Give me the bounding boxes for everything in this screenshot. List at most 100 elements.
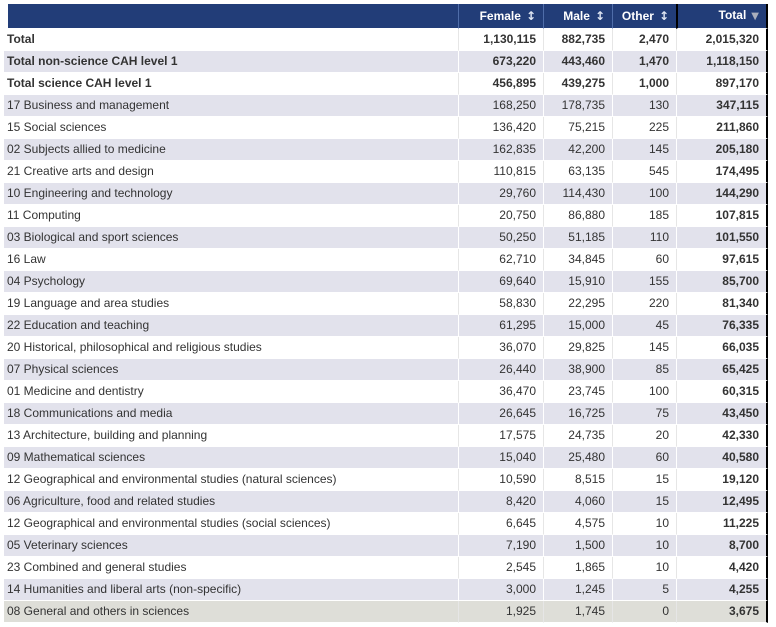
table-row: 09 Mathematical sciences 15,040 25,480 6…	[4, 447, 768, 469]
other-count-cell: 20	[612, 425, 676, 447]
female-count-cell: 6,645	[458, 513, 543, 535]
other-count-cell: 100	[612, 183, 676, 205]
table-row: 20 Historical, philosophical and religio…	[4, 337, 768, 359]
subject-cell: Total science CAH level 1	[4, 73, 458, 95]
other-count-cell: 225	[612, 117, 676, 139]
table-row: 16 Law 62,710 34,845 60 97,615	[4, 249, 768, 271]
total-count-cell: 107,815	[676, 205, 768, 227]
table-row: 10 Engineering and technology 29,760 114…	[4, 183, 768, 205]
female-count-cell: 2,545	[458, 557, 543, 579]
other-count-cell: 145	[612, 139, 676, 161]
total-count-cell: 19,120	[676, 469, 768, 491]
total-count-cell: 12,495	[676, 491, 768, 513]
total-count-cell: 205,180	[676, 139, 768, 161]
other-count-cell: 10	[612, 535, 676, 557]
male-count-cell: 51,185	[543, 227, 612, 249]
male-count-cell: 22,295	[543, 293, 612, 315]
subject-cell: 12 Geographical and environmental studie…	[4, 469, 458, 491]
female-count-cell: 17,575	[458, 425, 543, 447]
column-header-other[interactable]: Other ↕	[612, 4, 676, 29]
male-count-cell: 443,460	[543, 51, 612, 73]
other-count-cell: 10	[612, 557, 676, 579]
male-count-cell: 439,275	[543, 73, 612, 95]
female-count-cell: 456,895	[458, 73, 543, 95]
subject-cell: 09 Mathematical sciences	[4, 447, 458, 469]
subject-cell: 14 Humanities and liberal arts (non-spec…	[4, 579, 458, 601]
total-count-cell: 347,115	[676, 95, 768, 117]
table-row: 03 Biological and sport sciences 50,250 …	[4, 227, 768, 249]
subject-cell: 13 Architecture, building and planning	[4, 425, 458, 447]
subject-cell: Total non-science CAH level 1	[4, 51, 458, 73]
table-row: 15 Social sciences 136,420 75,215 225 21…	[4, 117, 768, 139]
total-count-cell: 4,420	[676, 557, 768, 579]
male-count-cell: 1,245	[543, 579, 612, 601]
female-count-cell: 26,440	[458, 359, 543, 381]
total-count-cell: 66,035	[676, 337, 768, 359]
female-count-cell: 62,710	[458, 249, 543, 271]
other-count-cell: 15	[612, 469, 676, 491]
female-count-cell: 110,815	[458, 161, 543, 183]
subjects-data-table: Female ↕ Male ↕ Other ↕ Total ▼ Total 1,130,…	[4, 4, 768, 623]
female-count-cell: 20,750	[458, 205, 543, 227]
column-header-total[interactable]: Total ▼	[676, 4, 768, 29]
subject-cell: 15 Social sciences	[4, 117, 458, 139]
total-count-cell: 81,340	[676, 293, 768, 315]
female-count-cell: 673,220	[458, 51, 543, 73]
subject-cell: Total	[4, 29, 458, 51]
table-row: 19 Language and area studies 58,830 22,2…	[4, 293, 768, 315]
subject-cell: 17 Business and management	[4, 95, 458, 117]
male-count-cell: 25,480	[543, 447, 612, 469]
male-count-cell: 86,880	[543, 205, 612, 227]
subject-cell: 12 Geographical and environmental studie…	[4, 513, 458, 535]
subject-cell: 01 Medicine and dentistry	[4, 381, 458, 403]
total-count-cell: 8,700	[676, 535, 768, 557]
subject-cell: 20 Historical, philosophical and religio…	[4, 337, 458, 359]
male-count-cell: 114,430	[543, 183, 612, 205]
total-count-cell: 211,860	[676, 117, 768, 139]
table-row: 21 Creative arts and design 110,815 63,1…	[4, 161, 768, 183]
other-count-cell: 100	[612, 381, 676, 403]
table-row: 01 Medicine and dentistry 36,470 23,745 …	[4, 381, 768, 403]
male-count-cell: 38,900	[543, 359, 612, 381]
table-row: 23 Combined and general studies 2,545 1,…	[4, 557, 768, 579]
male-count-cell: 34,845	[543, 249, 612, 271]
total-count-cell: 101,550	[676, 227, 768, 249]
other-count-cell: 85	[612, 359, 676, 381]
table-body: Total 1,130,115 882,735 2,470 2,015,320 …	[4, 29, 768, 623]
female-count-cell: 10,590	[458, 469, 543, 491]
male-count-cell: 29,825	[543, 337, 612, 359]
column-header-female[interactable]: Female ↕	[458, 4, 543, 29]
female-count-cell: 69,640	[458, 271, 543, 293]
female-count-cell: 15,040	[458, 447, 543, 469]
female-count-cell: 7,190	[458, 535, 543, 557]
male-count-cell: 63,135	[543, 161, 612, 183]
table-row: 05 Veterinary sciences 7,190 1,500 10 8,…	[4, 535, 768, 557]
female-count-cell: 26,645	[458, 403, 543, 425]
total-count-cell: 11,225	[676, 513, 768, 535]
total-count-cell: 85,700	[676, 271, 768, 293]
male-count-cell: 178,735	[543, 95, 612, 117]
other-count-cell: 5	[612, 579, 676, 601]
other-count-cell: 185	[612, 205, 676, 227]
total-count-cell: 76,335	[676, 315, 768, 337]
female-count-cell: 50,250	[458, 227, 543, 249]
column-header-male-label: Male	[563, 9, 590, 23]
column-header-other-label: Other	[621, 9, 654, 23]
female-count-cell: 8,420	[458, 491, 543, 513]
subject-cell: 16 Law	[4, 249, 458, 271]
header-row: Female ↕ Male ↕ Other ↕ Total ▼	[4, 4, 768, 29]
other-count-cell: 1,000	[612, 73, 676, 95]
female-count-cell: 3,000	[458, 579, 543, 601]
column-header-male[interactable]: Male ↕	[543, 4, 612, 29]
total-count-cell: 4,255	[676, 579, 768, 601]
female-count-cell: 162,835	[458, 139, 543, 161]
other-count-cell: 60	[612, 249, 676, 271]
total-count-cell: 144,290	[676, 183, 768, 205]
male-count-cell: 75,215	[543, 117, 612, 139]
male-count-cell: 42,200	[543, 139, 612, 161]
table-row: 13 Architecture, building and planning 1…	[4, 425, 768, 447]
male-count-cell: 8,515	[543, 469, 612, 491]
female-count-cell: 29,760	[458, 183, 543, 205]
table-row: 02 Subjects allied to medicine 162,835 4…	[4, 139, 768, 161]
